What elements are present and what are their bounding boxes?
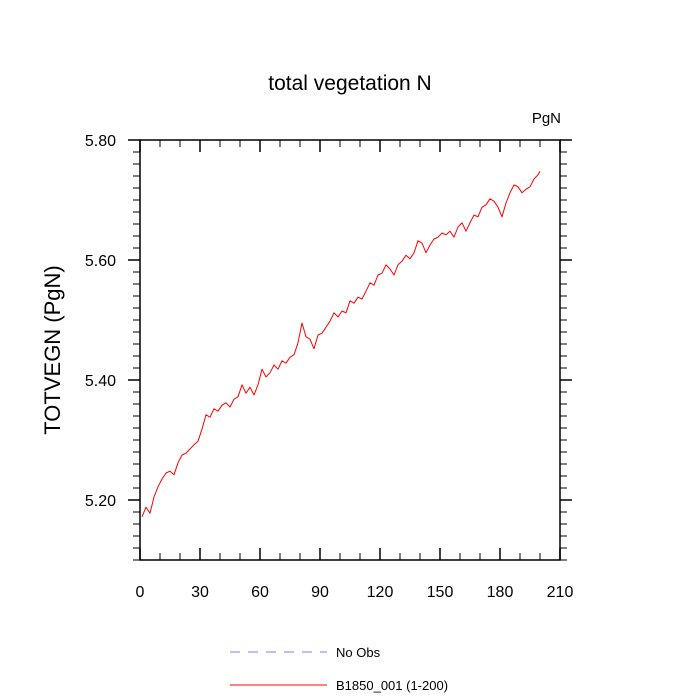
x-tick-label: 180 <box>487 584 514 601</box>
axis-ticks: 0 30 60 90 120 150 180 210 5.20 5.40 5.60 5.80 <box>85 133 574 601</box>
y-axis-label: TOTVEGN (PgN) <box>40 265 65 435</box>
x-tick-label: 150 <box>427 584 454 601</box>
units-label: PgN <box>532 110 561 127</box>
x-tick-label: 30 <box>191 584 209 601</box>
y-tick-label: 5.60 <box>85 253 116 270</box>
series-line-1 <box>141 170 541 517</box>
series-layer <box>141 170 541 517</box>
x-tick-label: 210 <box>547 584 574 601</box>
y-tick-label: 5.20 <box>85 493 116 510</box>
x-tick-label: 0 <box>136 584 145 601</box>
legend-label: B1850_001 (1-200) <box>336 678 448 693</box>
legend: No Obs B1850_001 (1-200) <box>230 645 448 693</box>
x-tick-label: 90 <box>311 584 329 601</box>
legend-label: No Obs <box>336 645 381 660</box>
y-tick-label: 5.80 <box>85 133 116 150</box>
plot-frame <box>139 139 561 561</box>
x-tick-label: 60 <box>251 584 269 601</box>
chart-title: total vegetation N <box>268 72 431 95</box>
x-tick-label: 120 <box>367 584 394 601</box>
y-tick-label: 5.40 <box>85 373 116 390</box>
